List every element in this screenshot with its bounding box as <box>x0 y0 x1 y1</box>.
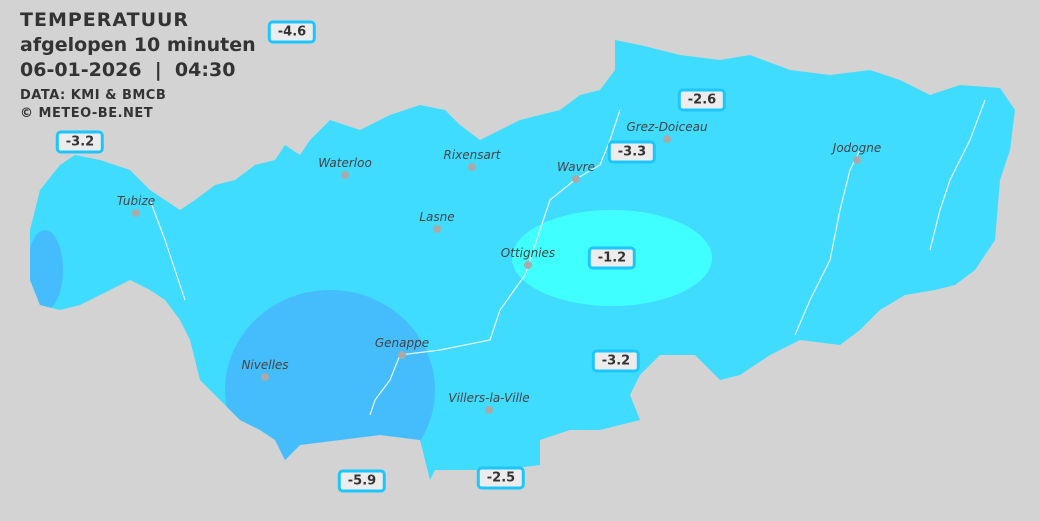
region-cold <box>225 290 435 480</box>
title: TEMPERATUUR <box>20 9 190 31</box>
datetime: 06-01-2026 | 04:30 <box>20 59 236 81</box>
copyright: © METEO-BE.NET <box>20 106 154 121</box>
city-label: Waterloo <box>318 156 372 170</box>
city-label: Nivelles <box>241 358 289 372</box>
city-marker <box>468 163 476 171</box>
city-marker <box>398 351 406 359</box>
city-label: Tubize <box>116 194 156 208</box>
city-marker <box>433 225 441 233</box>
city-marker <box>341 171 349 179</box>
city-label: Jodogne <box>832 141 882 155</box>
temperature-reading: -3.2 <box>591 349 641 373</box>
city-label: Villers-la-Ville <box>448 391 530 405</box>
temperature-reading: -3.2 <box>55 130 105 154</box>
city-label: Wavre <box>557 160 595 174</box>
rivers <box>149 99 986 416</box>
city-marker <box>261 373 269 381</box>
city-marker <box>524 261 532 269</box>
city-marker <box>132 209 140 217</box>
data-source: DATA: KMI & BMCB <box>20 88 167 103</box>
temperature-reading: -2.6 <box>677 88 727 112</box>
city-label: Grez-Doiceau <box>626 120 708 134</box>
temperature-reading: -5.9 <box>337 469 387 493</box>
city-label: Ottignies <box>500 246 556 260</box>
temperature-reading: -3.3 <box>607 140 657 164</box>
city-label: Genappe <box>374 336 430 350</box>
temperature-reading: -4.6 <box>267 20 317 44</box>
city-marker <box>853 156 861 164</box>
city-marker <box>663 135 671 143</box>
map-header: TEMPERATUUR afgelopen 10 minuten 06-01-2… <box>20 8 256 123</box>
city-marker <box>572 175 580 183</box>
city-marker <box>485 406 493 414</box>
temperature-reading: -2.5 <box>476 466 526 490</box>
subtitle: afgelopen 10 minuten <box>20 34 256 56</box>
city-label: Lasne <box>419 210 455 224</box>
temperature-reading: -1.2 <box>587 246 637 270</box>
region-cold-west <box>30 230 63 310</box>
city-label: Rixensart <box>443 148 501 162</box>
